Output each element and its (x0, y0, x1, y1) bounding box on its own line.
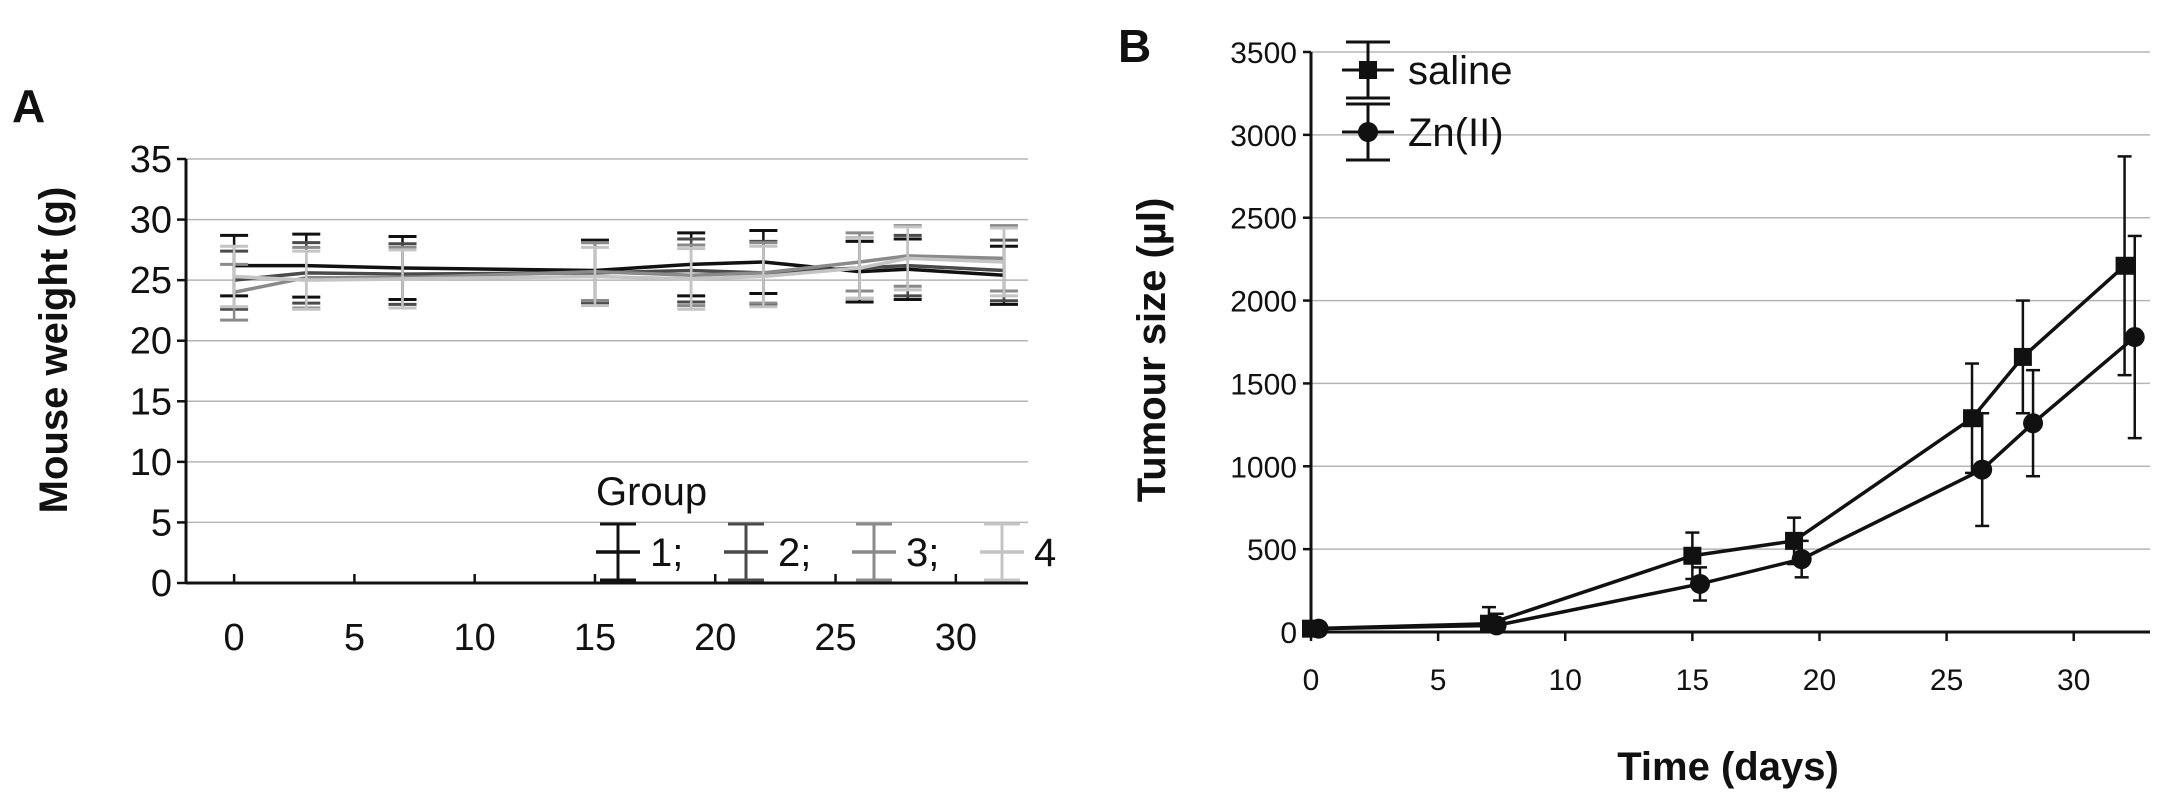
panel-b-y-tick-label: 3000 (1230, 120, 1297, 153)
panel-a-x-tick-label: 15 (574, 617, 616, 659)
panel-a-x-tick-label: 30 (935, 617, 977, 659)
panel-a-legend-label: 1; (650, 531, 683, 575)
panel-a-error-bar (893, 225, 922, 292)
panel-b-y-tick-label: 2500 (1230, 203, 1297, 236)
panel-a-error-bar (292, 249, 321, 311)
panel-a-legend-symbol (724, 522, 768, 582)
panel-a-legend-item: 3; (852, 522, 939, 582)
panel-b-x-tick-label: 30 (2057, 664, 2090, 697)
panel-b-x-tick-label: 15 (1676, 664, 1709, 697)
panel-b-square-marker (2013, 347, 2032, 366)
panel-a-legend-item: 4 (980, 522, 1056, 582)
panel-a-x-tick-label: 25 (814, 617, 856, 659)
panel-a-legend-symbol (596, 522, 640, 582)
panel-a-legend-label: 3; (906, 531, 939, 575)
panel-b-letter: B (1118, 20, 1151, 72)
panel-b-legend-item: saline (1342, 40, 1513, 100)
panel-b-circle-marker (1791, 549, 1812, 570)
panel-a-legend-label: 4 (1034, 531, 1056, 575)
panel-a-legend-item: 1; (596, 522, 683, 582)
panel-b-y-tick-label: 1000 (1230, 451, 1297, 484)
panel-a-legend: Group 1; 2; 3; 4 (596, 470, 1056, 582)
panel-b-x-tick-label: 0 (1303, 664, 1320, 697)
panel-b-legend: saline Zn(II) (1342, 40, 1513, 162)
panel-a-y-tick-label: 25 (130, 260, 172, 302)
panel-a-error-bar (220, 244, 249, 309)
panel-b-x-tick-label: 5 (1430, 664, 1447, 697)
panel-a-series (220, 224, 1018, 322)
panel-a-error-bar (989, 226, 1018, 298)
panel-b-legend-label: saline (1408, 49, 1513, 93)
panel-a-x-tick-label: 0 (224, 617, 245, 659)
panel-a-y-tick-label: 15 (130, 381, 172, 423)
panel-b-y-tick-label: 1500 (1230, 368, 1297, 401)
panel-a-y-tick-label: 20 (130, 321, 172, 363)
panel-a-legend-item: 2; (724, 522, 811, 582)
panel-b-circle-marker (1486, 615, 1507, 636)
panel-b-legend-label: Zn(II) (1408, 111, 1504, 155)
panel-b-series-zn (1308, 234, 2145, 639)
panel-b-y-ticks: 0 500 1000 1500 2000 2500 3000 3500 (1230, 37, 1311, 650)
panel-b-chart: B 0 5 10 15 20 25 30 0 500 1000 1500 2000 2500 3000 3… (1118, 20, 2150, 789)
panel-b-x-axis-title: Time (days) (1617, 745, 1839, 789)
panel-a-y-ticks: 0 5 10 15 20 25 30 35 (130, 139, 186, 605)
panel-a-series-4 (220, 225, 1018, 311)
panel-a-y-axis-title: Mouse weight (g) (32, 187, 76, 514)
panel-b-y-axis-title: Tumour size (µl) (1130, 198, 1174, 503)
panel-b-y-tick-label: 0 (1280, 617, 1297, 650)
panel-a-y-tick-label: 30 (130, 200, 172, 242)
panel-b-square-marker (1683, 546, 1702, 565)
panel-a-error-bar (677, 247, 706, 311)
panel-b-axes (1309, 52, 2150, 634)
panel-b-square-marker (1963, 409, 1982, 428)
panel-a-y-tick-label: 0 (151, 563, 172, 605)
panel-a-error-bar (749, 244, 778, 309)
panel-b-x-tick-label: 25 (1930, 664, 1963, 697)
panel-b-x-tick-label: 20 (1803, 664, 1836, 697)
panel-b-circle-marker (2023, 413, 2044, 434)
panel-b-circle-marker (1308, 618, 1329, 639)
panel-b-y-tick-label: 2000 (1230, 286, 1297, 319)
panel-b-circle-marker (1689, 573, 1710, 594)
panel-a-error-bar (388, 248, 417, 310)
panel-b-circle-marker (2124, 327, 2145, 348)
panel-a-error-bar (580, 245, 609, 308)
panel-a-x-ticks: 0 5 10 15 20 25 30 (224, 574, 977, 659)
panel-a-legend-label: 2; (778, 531, 811, 575)
panel-a-y-tick-label: 5 (151, 502, 172, 544)
panel-a-y-tick-label: 35 (130, 139, 172, 181)
panel-a-axes (184, 159, 1028, 585)
panel-b-square-marker (1785, 531, 1804, 550)
panel-a-legend-symbol (980, 522, 1024, 582)
panel-a-x-tick-label: 20 (694, 617, 736, 659)
panel-b-series (1302, 155, 2145, 639)
panel-a-letter: A (12, 80, 45, 132)
panel-b-legend-symbol (1342, 102, 1394, 162)
panel-b-y-tick-label: 3500 (1230, 37, 1297, 70)
panel-a-x-tick-label: 10 (454, 617, 496, 659)
panel-b-legend-symbol (1342, 40, 1394, 100)
panel-a-legend-symbol (852, 522, 896, 582)
panel-b-y-tick-label: 500 (1247, 534, 1297, 567)
panel-a-error-bar (845, 236, 874, 300)
panel-a-gridlines (186, 158, 1028, 524)
panel-b-square-marker (2115, 256, 2134, 275)
panel-a-chart: A 0 5 10 15 20 25 30 0 5 10 15 20 25 30 35 Mouse weig… (12, 80, 1056, 659)
panel-b-circle-marker (1972, 459, 1993, 480)
panel-b-x-ticks: 0 5 10 15 20 25 30 (1303, 632, 2090, 697)
panel-a-x-tick-label: 5 (344, 617, 365, 659)
panel-b-x-tick-label: 10 (1549, 664, 1582, 697)
panel-b-square-marker (1359, 61, 1377, 79)
panel-a-y-tick-label: 10 (130, 442, 172, 484)
panel-b-circle-marker (1358, 122, 1378, 142)
panel-a-legend-title: Group (596, 470, 707, 514)
panel-b-legend-item: Zn(II) (1342, 102, 1504, 162)
